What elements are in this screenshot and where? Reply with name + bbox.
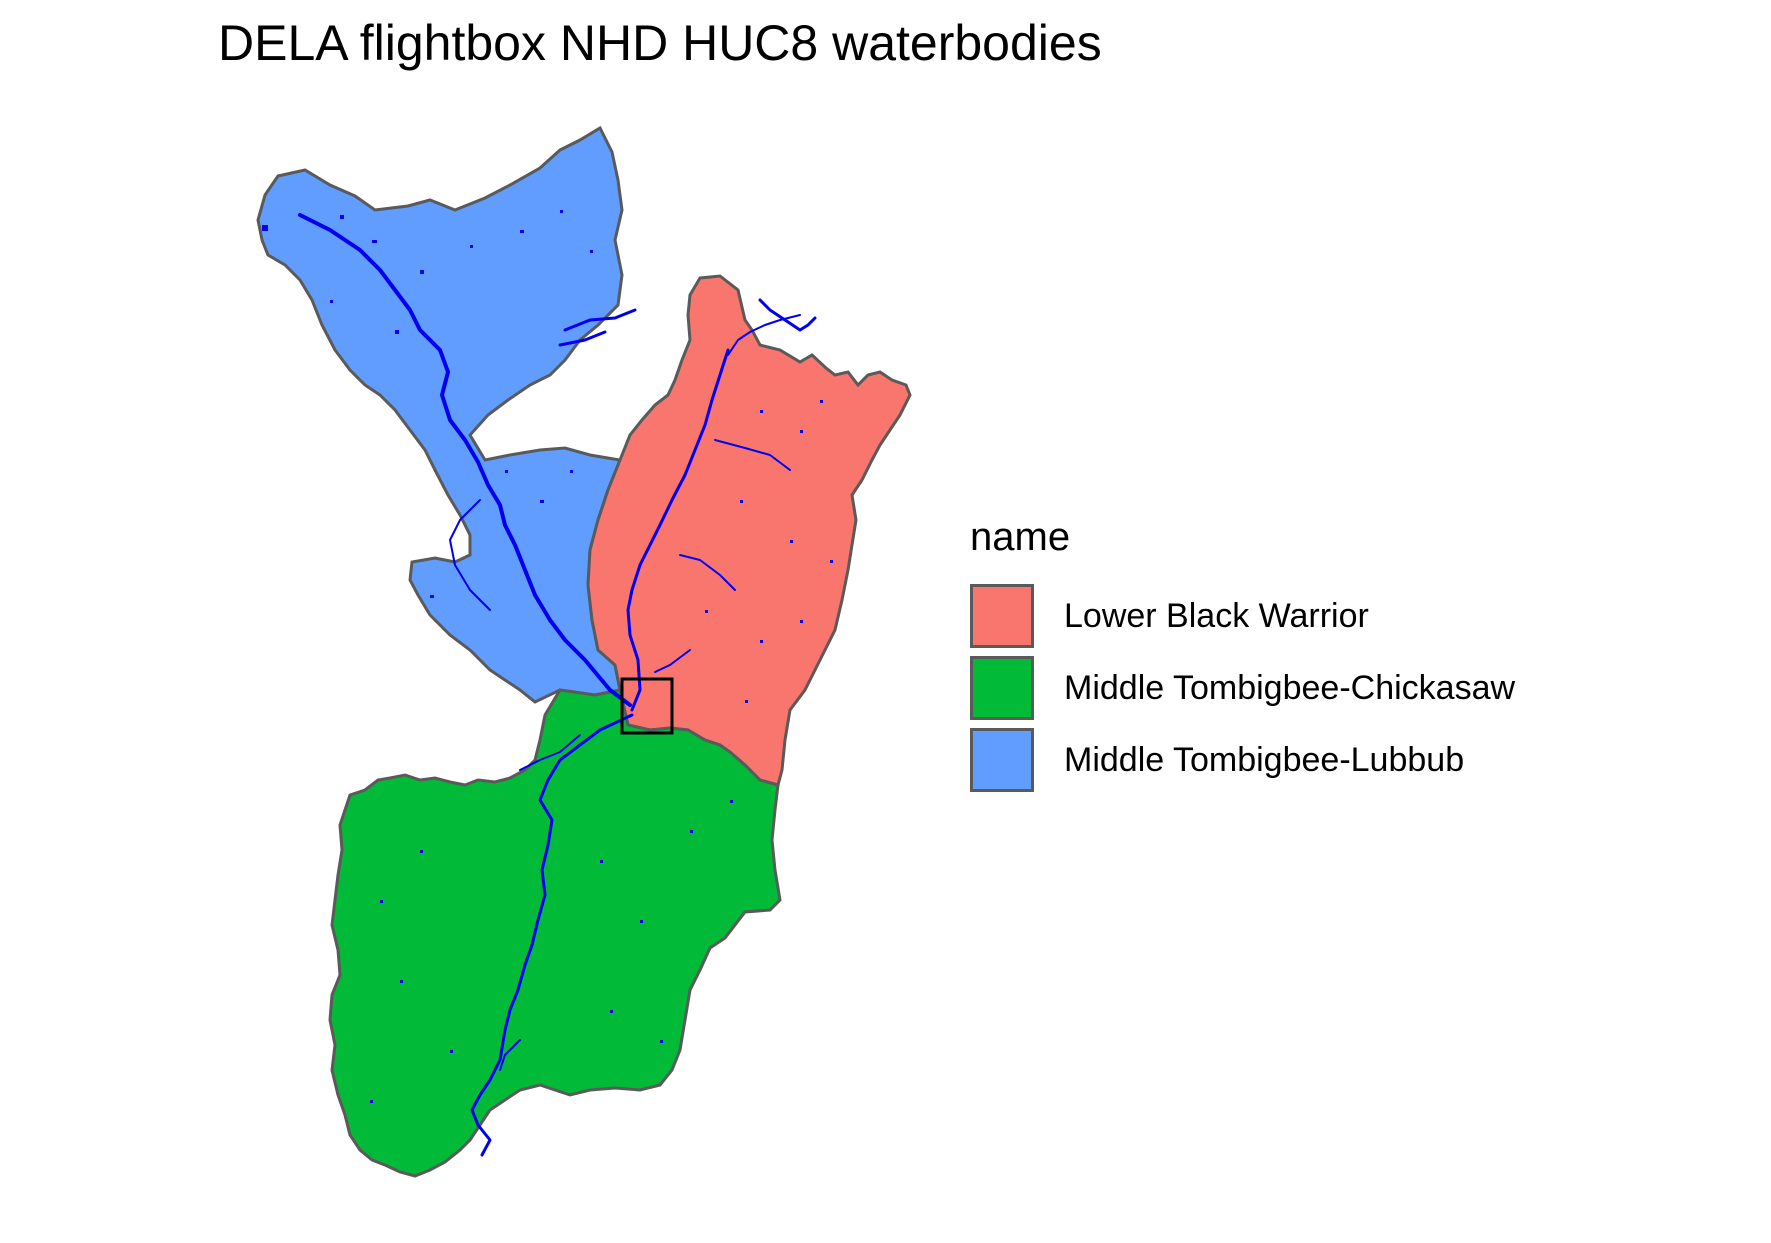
flightbox-rectangle: [620, 677, 674, 735]
legend-label: Middle Tombigbee-Chickasaw: [1064, 668, 1516, 707]
legend-item-lower-black-warrior: Lower Black Warrior: [970, 580, 1515, 652]
waterbody-rivers: [298, 213, 817, 1157]
map-title: DELA flightbox NHD HUC8 waterbodies: [218, 15, 1102, 71]
legend-item-middle-tombigbee-chickasaw: Middle Tombigbee-Chickasaw: [970, 652, 1515, 724]
legend-swatch-lower-black-warrior: [970, 584, 1034, 648]
legend-label: Middle Tombigbee-Lubbub: [1064, 740, 1465, 779]
legend-item-middle-tombigbee-lubbub: Middle Tombigbee-Lubbub: [970, 724, 1515, 796]
region-lower-black-warrior: [586, 274, 912, 787]
legend-title: name: [970, 515, 1071, 559]
region-middle-tombigbee-lubbub: [256, 125, 624, 704]
waterbody-ponds: [262, 210, 833, 1103]
legend-swatch-middle-tombigbee-lubbub: [970, 728, 1034, 792]
legend: name Lower Black Warrior Middle Tombigbe…: [970, 515, 1515, 796]
legend-label: Lower Black Warrior: [1064, 596, 1369, 635]
region-middle-tombigbee-chickasaw: [328, 688, 782, 1178]
legend-swatch-middle-tombigbee-chickasaw: [970, 656, 1034, 720]
